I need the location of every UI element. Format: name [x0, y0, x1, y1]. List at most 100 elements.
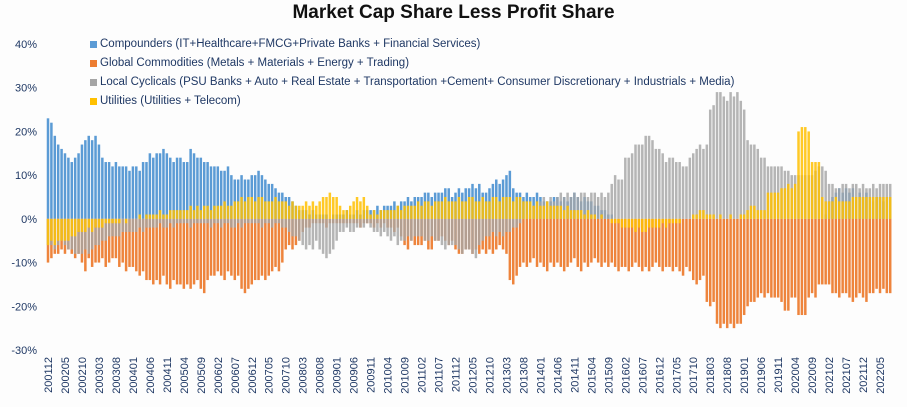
- bar-utilities: [298, 205, 301, 219]
- bar-global-commodities: [141, 218, 145, 272]
- bar-utilities: [875, 197, 878, 219]
- bar-utilities: [284, 201, 287, 219]
- bar-utilities: [348, 205, 352, 219]
- bar-local-cyclicals: [365, 218, 369, 224]
- bar-global-commodities: [111, 218, 114, 259]
- bar-utilities: [678, 218, 681, 224]
- bar-global-commodities: [634, 218, 637, 263]
- bar-global-commodities: [647, 218, 651, 272]
- x-tick-label: 200406: [145, 357, 157, 394]
- bar-utilities: [90, 218, 94, 232]
- bar-local-cyclicals: [369, 218, 372, 228]
- bar-local-cyclicals: [444, 218, 447, 250]
- bar-compounders: [84, 140, 87, 219]
- bar-compounders: [192, 153, 196, 219]
- bar-local-cyclicals: [719, 92, 722, 219]
- bar-utilities: [311, 201, 315, 219]
- bar-utilities: [179, 210, 182, 219]
- bar-global-commodities: [838, 218, 841, 298]
- bar-local-cyclicals: [508, 218, 512, 232]
- bar-compounders: [107, 162, 111, 219]
- bar-local-cyclicals: [562, 197, 566, 219]
- bar-local-cyclicals: [651, 140, 654, 219]
- bar-utilities: [742, 214, 746, 219]
- bar-utilities: [471, 197, 474, 219]
- bar-local-cyclicals: [169, 218, 172, 224]
- bar-local-cyclicals: [80, 218, 84, 254]
- bar-local-cyclicals: [135, 218, 138, 232]
- bar-global-commodities: [114, 218, 118, 259]
- x-tick-label: 202009: [807, 357, 819, 394]
- bar-local-cyclicals: [624, 157, 627, 219]
- bar-global-commodities: [851, 218, 855, 302]
- series-utilities: [46, 127, 892, 246]
- bar-global-commodities: [766, 218, 770, 294]
- bar-utilities: [250, 197, 254, 219]
- x-tick-label: 201112: [451, 357, 463, 392]
- bar-local-cyclicals: [77, 218, 80, 254]
- bar-global-commodities: [620, 218, 624, 267]
- x-tick-label: 201803: [705, 357, 717, 394]
- bar-local-cyclicals: [145, 218, 148, 228]
- bar-global-commodities: [535, 218, 539, 267]
- bar-global-commodities: [169, 218, 172, 289]
- bar-utilities: [776, 192, 780, 219]
- bar-utilities: [56, 218, 60, 241]
- bar-global-commodities: [725, 218, 729, 329]
- bar-local-cyclicals: [199, 218, 203, 224]
- x-tick-label: 200504: [179, 357, 191, 394]
- bar-local-cyclicals: [753, 144, 756, 219]
- bar-local-cyclicals: [175, 218, 179, 224]
- bar-local-cyclicals: [206, 218, 209, 224]
- bar-utilities: [518, 197, 522, 219]
- bar-local-cyclicals: [637, 144, 641, 219]
- bar-local-cyclicals: [464, 218, 467, 250]
- bar-global-commodities: [705, 218, 709, 302]
- bar-local-cyclicals: [284, 218, 287, 228]
- bar-global-commodities: [651, 218, 654, 267]
- bar-utilities: [810, 162, 814, 219]
- bar-local-cyclicals: [776, 166, 780, 219]
- bar-utilities: [321, 197, 325, 219]
- bar-global-commodities: [678, 218, 681, 272]
- bar-utilities: [702, 210, 705, 219]
- bar-local-cyclicals: [518, 218, 522, 224]
- bar-global-commodities: [763, 218, 766, 298]
- bar-utilities: [525, 201, 529, 219]
- bar-utilities: [804, 127, 807, 219]
- bar-utilities: [664, 218, 668, 228]
- bar-global-commodities: [637, 218, 641, 267]
- bar-local-cyclicals: [315, 218, 318, 241]
- bar-utilities: [301, 205, 304, 219]
- bar-local-cyclicals: [165, 218, 169, 228]
- bar-global-commodities: [671, 218, 675, 272]
- bar-local-cyclicals: [386, 218, 389, 237]
- bar-utilities: [878, 197, 882, 219]
- bar-global-commodities: [505, 218, 508, 254]
- bar-utilities: [270, 201, 274, 219]
- bar-local-cyclicals: [240, 218, 243, 228]
- x-tick-label: 202112: [858, 357, 870, 393]
- bar-utilities: [888, 197, 892, 219]
- x-tick-label: 200602: [213, 357, 225, 394]
- bar-utilities: [848, 201, 851, 219]
- bar-utilities: [593, 214, 597, 219]
- legend-swatch-icon: [90, 60, 97, 67]
- bar-global-commodities: [787, 218, 790, 311]
- bar-compounders: [141, 162, 145, 219]
- bar-utilities: [545, 201, 549, 219]
- bar-local-cyclicals: [362, 218, 366, 228]
- bar-utilities: [175, 210, 179, 219]
- bar-utilities: [865, 197, 868, 219]
- legend-label: Local Cyclicals (PSU Banks + Auto + Real…: [100, 76, 735, 88]
- bar-global-commodities: [216, 218, 220, 272]
- bar-utilities: [797, 131, 800, 219]
- bar-local-cyclicals: [647, 135, 651, 219]
- bar-global-commodities: [827, 218, 831, 285]
- bar-local-cyclicals: [658, 148, 661, 219]
- bar-local-cyclicals: [478, 218, 481, 246]
- bar-global-commodities: [695, 218, 698, 285]
- bar-utilities: [393, 210, 396, 219]
- bar-utilities: [756, 210, 760, 219]
- bar-global-commodities: [556, 218, 559, 263]
